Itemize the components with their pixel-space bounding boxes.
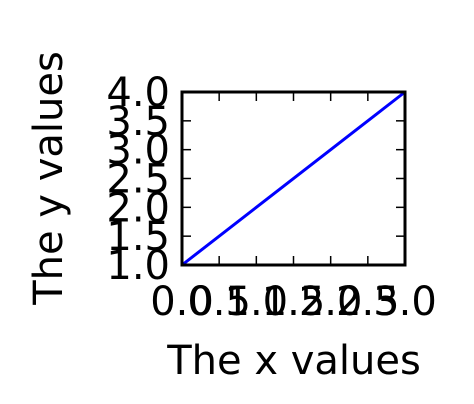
x-tick-label: 1.0	[225, 279, 289, 325]
x-tick-label: 1.5	[262, 279, 326, 325]
plot-frame	[180, 90, 407, 267]
series-line	[181, 90, 406, 267]
y-tick-label: 1.0	[106, 243, 170, 289]
x-tick-label: 2.5	[336, 279, 400, 325]
x-tick-label: 0.0	[150, 279, 214, 325]
y-tick-label: 2.5	[106, 157, 170, 203]
tick-labels: 0.00.51.01.52.02.53.01.01.52.02.53.03.54…	[106, 70, 436, 325]
series-layer	[181, 90, 406, 267]
y-axis-label: The y values	[26, 51, 72, 306]
x-tick-label: 0.5	[187, 279, 251, 325]
x-tick-label: 3.0	[373, 279, 437, 325]
y-tick-label: 3.0	[106, 128, 170, 174]
x-tick-label: 2.0	[299, 279, 363, 325]
y-tick-label: 1.5	[106, 214, 170, 260]
y-tick-label: 4.0	[106, 70, 170, 116]
y-tick-label: 3.5	[106, 99, 170, 145]
y-tick-label: 2.0	[106, 185, 170, 231]
x-axis-label: The x values	[166, 338, 421, 384]
